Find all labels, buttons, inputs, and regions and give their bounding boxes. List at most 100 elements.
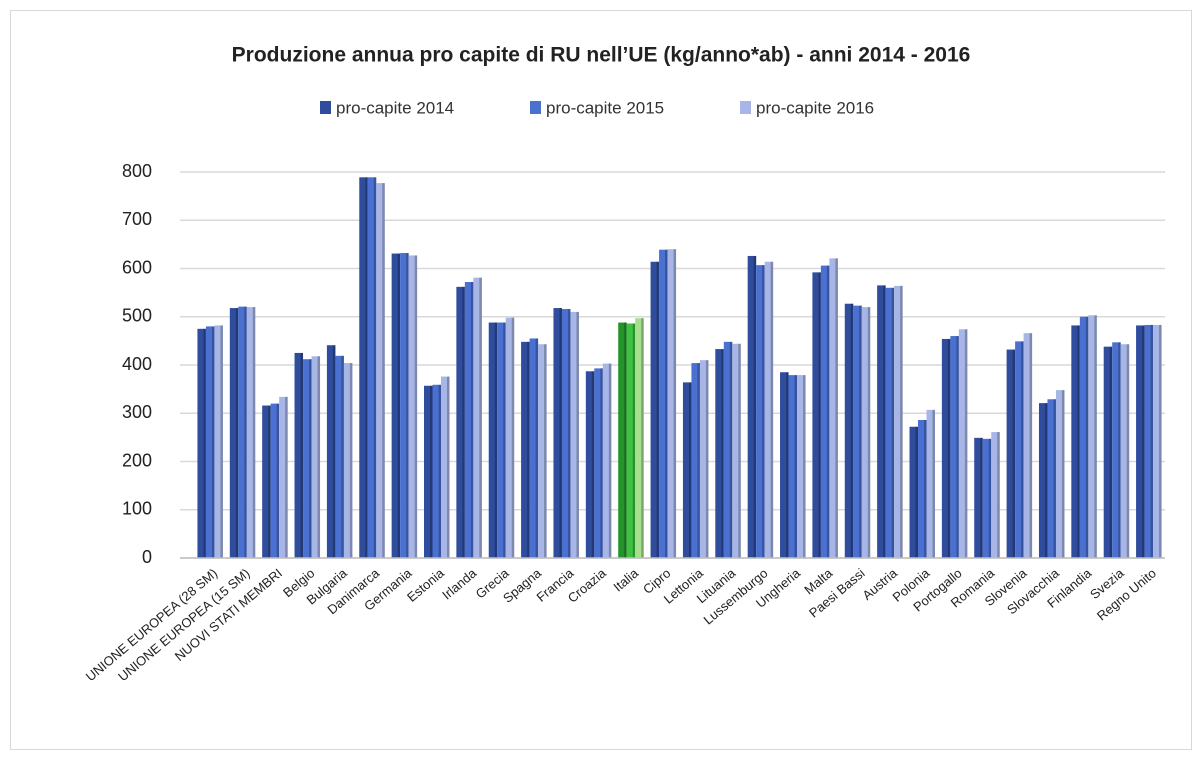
bar-shade: [1094, 315, 1097, 558]
bar-shade: [924, 420, 927, 558]
bar: [780, 372, 789, 558]
y-tick-label: 800: [122, 161, 152, 181]
bar-shade: [1053, 399, 1056, 558]
bar-shade: [373, 177, 377, 558]
bar-shade: [1029, 333, 1033, 558]
bar-shade: [697, 363, 700, 558]
bar-shade: [947, 338, 951, 558]
bar: [1023, 333, 1033, 558]
bar-shade: [964, 329, 968, 558]
y-tick-label: 300: [122, 402, 152, 422]
bar: [505, 317, 515, 558]
bar: [764, 261, 774, 558]
y-tick-label: 700: [122, 209, 152, 229]
bar: [853, 305, 862, 558]
bar: [635, 318, 644, 558]
bar-shade: [932, 409, 935, 558]
y-tick-label: 100: [122, 499, 152, 519]
bar: [343, 363, 353, 558]
bar: [488, 322, 498, 558]
y-tick-label: 0: [142, 547, 152, 567]
bar-shade: [883, 285, 886, 558]
bar: [626, 323, 636, 558]
bar: [585, 371, 595, 558]
bar-shade: [997, 432, 1000, 558]
bar: [1136, 325, 1145, 558]
bar-shade: [252, 307, 256, 558]
bar: [958, 329, 968, 558]
bar: [715, 349, 724, 558]
bar: [359, 177, 368, 558]
bar-shade: [591, 371, 595, 558]
bar: [538, 344, 547, 558]
bar-shade: [1150, 324, 1154, 558]
bar-shade: [818, 272, 821, 558]
bar-shade: [1085, 316, 1089, 558]
bar: [723, 341, 733, 558]
bar-shade: [1061, 390, 1065, 558]
legend-swatch: [740, 101, 751, 114]
bar-shade: [900, 285, 903, 558]
bar-shade: [1077, 325, 1080, 558]
bar-shade: [406, 253, 409, 558]
bar-shade: [803, 375, 806, 558]
bar: [618, 322, 627, 558]
bar: [602, 363, 612, 558]
bar-shade: [447, 376, 450, 558]
legend-swatch: [320, 101, 331, 114]
bar: [659, 249, 668, 558]
bar-shade: [511, 317, 515, 558]
bar-shade: [1126, 344, 1130, 558]
bar-shade: [397, 253, 401, 559]
bar: [1144, 324, 1154, 558]
bar: [1006, 349, 1016, 558]
bar-shade: [527, 341, 530, 558]
bar-shade: [317, 356, 321, 558]
bar: [732, 343, 741, 558]
legend-label: pro-capite 2016: [756, 98, 874, 117]
bar: [497, 322, 506, 558]
bar: [326, 345, 336, 558]
bar: [1015, 341, 1024, 558]
bar-shade: [835, 258, 838, 558]
bar-shade: [600, 368, 603, 558]
bar-shade: [341, 355, 344, 558]
bar-shade: [632, 323, 636, 558]
bar: [894, 285, 903, 558]
bar: [1120, 344, 1130, 558]
bar-shade: [559, 308, 562, 558]
bar: [918, 420, 927, 558]
bar-shade: [762, 265, 765, 558]
bar-shade: [729, 341, 733, 558]
bar-shade: [1012, 349, 1016, 558]
bar-shade: [430, 385, 433, 558]
bar-shade: [705, 360, 709, 558]
bar-shade: [235, 308, 239, 558]
legend-label: pro-capite 2014: [336, 98, 454, 117]
bar: [473, 277, 482, 558]
bar-shade: [544, 344, 547, 558]
bar: [424, 385, 433, 558]
bar: [1038, 403, 1048, 558]
bar-shade: [300, 352, 304, 558]
bar: [456, 286, 465, 558]
bar-shade: [479, 277, 482, 558]
bar: [529, 338, 539, 558]
bar: [974, 437, 983, 558]
bar: [262, 405, 271, 558]
bar-shade: [1159, 324, 1162, 558]
bar-shade: [309, 359, 312, 558]
bar-shade: [462, 286, 465, 558]
legend-swatch: [530, 101, 541, 114]
bar-shade: [1044, 403, 1048, 558]
bar: [367, 177, 377, 558]
bar-shade: [349, 363, 353, 558]
bar-shade: [576, 311, 579, 558]
bar-shade: [332, 345, 336, 558]
bar: [408, 255, 418, 558]
bar: [270, 403, 280, 558]
bar-shade: [673, 249, 677, 558]
bar: [229, 308, 239, 558]
bar-shade: [382, 183, 385, 558]
bar-shade: [608, 363, 612, 558]
